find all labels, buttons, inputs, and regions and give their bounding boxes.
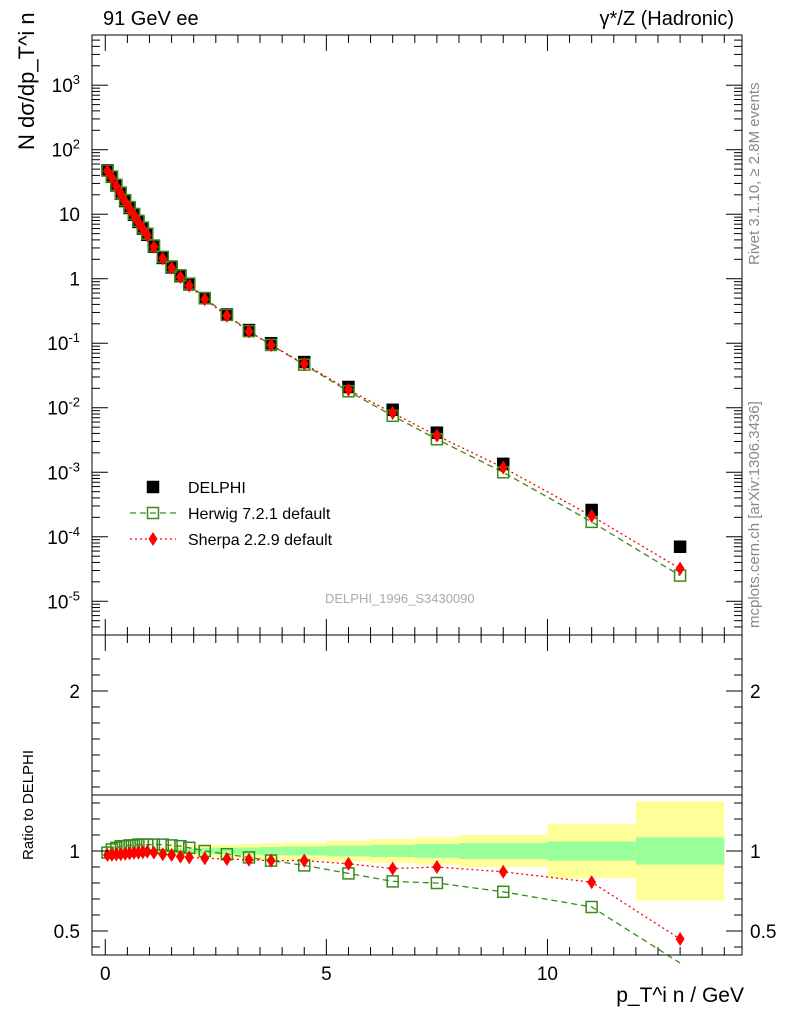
- y-tick-label: 1: [69, 270, 80, 291]
- sherpa-ratio-point: [432, 860, 442, 874]
- sherpa-point: [158, 251, 168, 266]
- y-tick-label: 102: [52, 137, 80, 162]
- y-tick-label: 10-5: [47, 588, 80, 613]
- main-ticks: 10-5 10-4 10-3 10-2 10-1 1 10 102 103: [47, 34, 742, 636]
- legend-marker-delphi: [146, 480, 160, 494]
- sherpa-ratio-point: [498, 864, 508, 879]
- band-inner: [459, 843, 548, 859]
- herwig-ratio-point: [496, 885, 510, 899]
- sherpa-ratio-point: [184, 850, 194, 865]
- y-tick-label: 10: [59, 205, 80, 226]
- sherpa-point: [149, 240, 159, 255]
- sherpa-point: [107, 170, 117, 185]
- ratio-y-tick-label-right: 2: [750, 682, 761, 703]
- ratio-panel-frame: [91, 634, 743, 956]
- ratio-y-tick-label-left: 1: [69, 842, 80, 863]
- legend-label: Herwig 7.2.1 default: [188, 506, 331, 523]
- sherpa-ratio-point: [149, 845, 159, 860]
- legend-label: DELPHI: [188, 480, 246, 497]
- ratio-ticks: 0.5 0.5 1 1 2 2 0 5 10: [54, 635, 776, 985]
- sherpa-ratio-point: [299, 853, 309, 868]
- header-left-label: 91 GeV ee: [103, 8, 199, 30]
- sherpa-ratio-point: [587, 875, 597, 890]
- sherpa-point: [200, 292, 210, 307]
- sherpa-point: [587, 508, 597, 523]
- main-y-axis-label-text: N dσ/dp_T^i n: [14, 12, 39, 150]
- ratio-y-tick-label-right: 0.5: [750, 922, 776, 943]
- sherpa-point: [111, 178, 121, 193]
- sherpa-point: [175, 270, 185, 285]
- sherpa-ratio-point: [142, 844, 152, 859]
- ratio-bands: [105, 801, 725, 901]
- x-tick-label: 5: [321, 964, 332, 985]
- legend-marker-sherpa: [148, 532, 158, 546]
- band-inner: [635, 837, 725, 865]
- x-tick-label: 0: [100, 964, 111, 985]
- sherpa-ratio-point: [343, 856, 353, 871]
- sherpa-ratio-point: [175, 849, 185, 864]
- legend-label: Sherpa 2.2.9 default: [188, 532, 333, 549]
- legend: DELPHI Herwig 7.2.1 default Sherpa 2.2.9 d…: [130, 480, 333, 549]
- herwig-ratio-point: [430, 876, 444, 890]
- band-inner: [215, 847, 238, 855]
- sherpa-point: [675, 561, 685, 576]
- band-inner: [237, 847, 261, 855]
- legend-marker-herwig: [146, 506, 160, 520]
- band-inner: [370, 845, 415, 857]
- sherpa-point: [184, 278, 194, 293]
- herwig-ratio-point: [585, 900, 598, 914]
- delphi-point: [673, 540, 687, 554]
- sherpa-ratio-point: [167, 848, 177, 862]
- ratio-panel: 0.5 0.5 1 1 2 2 0 5 10: [54, 634, 776, 985]
- y-tick-label: 10-1: [47, 330, 80, 355]
- herwig-ratio-point: [386, 875, 399, 888]
- band-inner: [326, 845, 371, 857]
- sherpa-point: [299, 356, 309, 371]
- mcplots-label: mcplots.cern.ch [arXiv:1306.3436]: [746, 401, 763, 628]
- sherpa-point: [142, 228, 152, 243]
- sherpa-ratio-point: [222, 852, 232, 866]
- main-series: [101, 163, 687, 582]
- x-axis-label: p_T^i n / GeV: [616, 984, 744, 1007]
- band-inner: [414, 844, 460, 858]
- sherpa-point: [343, 382, 353, 397]
- ratio-y-axis-label: Ratio to DELPHI: [20, 749, 37, 860]
- header-right-label: γ*/Z (Hadronic): [599, 8, 734, 30]
- band-inner: [260, 847, 283, 855]
- ratio-y-tick-label-left: 2: [69, 682, 80, 703]
- sherpa-point: [116, 186, 126, 201]
- main-y-axis-label: N dσ/dp_T^i n: [14, 12, 40, 150]
- sherpa-point: [432, 428, 442, 443]
- sherpa-ratio-point: [388, 861, 398, 876]
- sherpa-ratio-point: [158, 847, 168, 862]
- sherpa-point: [222, 308, 232, 323]
- y-tick-label: 10-2: [47, 395, 80, 420]
- sherpa-ratio-point: [200, 851, 210, 866]
- band-inner: [193, 848, 216, 854]
- sherpa-point: [388, 405, 398, 420]
- y-tick-label: 10-3: [47, 459, 80, 484]
- sherpa-point: [167, 260, 177, 275]
- ratio-y-tick-label-left: 0.5: [54, 922, 80, 943]
- ratio-series: [101, 838, 685, 964]
- band-inner: [282, 846, 327, 856]
- sherpa-ratio-point: [244, 852, 254, 867]
- band-inner: [547, 841, 636, 861]
- sherpa-point: [129, 208, 139, 223]
- x-tick-label: 10: [537, 964, 558, 985]
- ratio-y-tick-label-right: 1: [750, 842, 761, 863]
- sherpa-point: [266, 337, 276, 352]
- sherpa-ratio-point: [266, 853, 276, 868]
- sherpa-point: [244, 324, 254, 339]
- y-tick-label: 103: [52, 72, 80, 97]
- analysis-id-label: DELPHI_1996_S3430090: [325, 591, 475, 606]
- sherpa-point: [498, 460, 508, 475]
- rivet-version-label: Rivet 3.1.10, ≥ 2.8M events: [746, 82, 763, 266]
- main-panel: 10-5 10-4 10-3 10-2 10-1 1 10 102 103: [47, 34, 743, 636]
- y-tick-label: 10-4: [47, 524, 80, 549]
